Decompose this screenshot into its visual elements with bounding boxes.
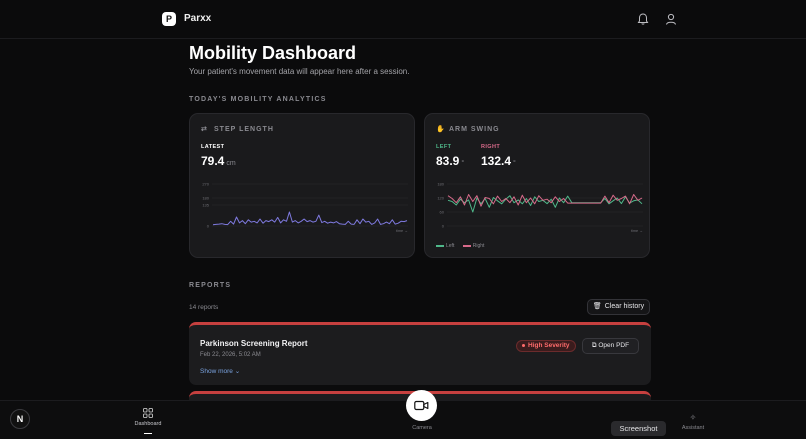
arm-swing-title: ✋ ARM SWING <box>436 126 500 133</box>
severity-dot-icon <box>522 343 525 347</box>
y-tick-label: 180 <box>202 196 209 201</box>
series-line-step-length <box>212 211 408 226</box>
arm-swing-card: ✋ ARM SWING LEFT 83.9 ° RIGHT 132.4 ° 180 12… <box>424 113 650 258</box>
y-tick-label: 60 <box>440 210 445 215</box>
y-tick-label: 0 <box>207 224 210 229</box>
bottom-nav: Dashboard ✧ Assistant <box>0 400 806 439</box>
nav-assistant[interactable]: ✧ Assistant <box>681 413 705 431</box>
top-bar: P Parxx <box>0 0 806 39</box>
reports-section-label: REPORTS <box>189 282 232 289</box>
trash-icon: 🗑 <box>592 303 602 310</box>
user-icon[interactable] <box>664 12 678 26</box>
legend-left: Left <box>436 243 454 249</box>
grid-icon <box>143 408 153 418</box>
external-link-icon: ⧉ <box>591 342 597 349</box>
legend-right: Right <box>462 243 484 249</box>
analytics-section-label: TODAY'S MOBILITY ANALYTICS <box>189 96 327 103</box>
latest-label: LATEST <box>201 144 225 150</box>
step-length-card: ⇄ STEP LENGTH LATEST 79.4 cm 270 180 135 0 tim… <box>189 113 415 258</box>
arm-swing-chart: 180 120 60 0 time → <box>437 182 643 234</box>
app-logo[interactable]: P <box>162 12 176 26</box>
nav-dashboard[interactable]: Dashboard <box>128 408 168 427</box>
series-line-left <box>447 195 643 213</box>
reports-count: 14 reports <box>189 304 219 311</box>
x-axis-label: time → <box>396 229 408 233</box>
clear-history-button[interactable]: 🗑 Clear history <box>587 299 650 315</box>
right-value: 132.4 ° <box>481 154 516 168</box>
n-badge[interactable]: N <box>10 409 30 429</box>
chevron-down-icon: ⌄ <box>234 368 241 375</box>
show-more-link[interactable]: Show more ⌄ <box>200 368 241 375</box>
report-card: Parkinson Screening Report Feb 22, 2026,… <box>189 322 651 385</box>
active-indicator <box>144 433 152 434</box>
severity-badge: High Severity <box>516 340 576 352</box>
brand-name[interactable]: Parxx <box>184 13 212 24</box>
y-tick-label: 180 <box>437 182 444 187</box>
camera-button[interactable] <box>406 390 437 421</box>
open-pdf-button[interactable]: ⧉ Open PDF <box>582 338 639 354</box>
series-line-right <box>447 194 643 207</box>
y-tick-label: 270 <box>202 182 209 187</box>
left-value: 83.9 ° <box>436 154 465 168</box>
x-axis-label: time → <box>631 229 643 233</box>
report-title: Parkinson Screening Report <box>200 339 308 348</box>
bell-icon[interactable] <box>636 12 650 26</box>
y-tick-label: 135 <box>202 203 209 208</box>
video-camera-icon <box>414 400 429 411</box>
report-date: Feb 22, 2026, 5:02 AM <box>200 352 261 358</box>
y-tick-label: 120 <box>437 196 444 201</box>
arm-swing-legend: Left Right <box>436 243 491 249</box>
screenshot-tooltip: Screenshot <box>611 421 666 436</box>
left-label: LEFT <box>436 144 452 150</box>
swap-icon: ⇄ <box>201 126 208 133</box>
hand-icon: ✋ <box>436 126 446 133</box>
page-title: Mobility Dashboard <box>189 43 357 63</box>
step-length-chart: 270 180 135 0 time → <box>202 182 408 234</box>
y-tick-label: 0 <box>442 224 445 229</box>
step-length-title: ⇄ STEP LENGTH <box>201 126 274 133</box>
step-length-value: 79.4 cm <box>201 154 236 168</box>
page-subtitle: Your patient's movement data will appear… <box>189 67 410 76</box>
right-label: RIGHT <box>481 144 501 150</box>
camera-label: Camera <box>412 425 432 431</box>
sparkle-icon: ✧ <box>689 413 697 422</box>
